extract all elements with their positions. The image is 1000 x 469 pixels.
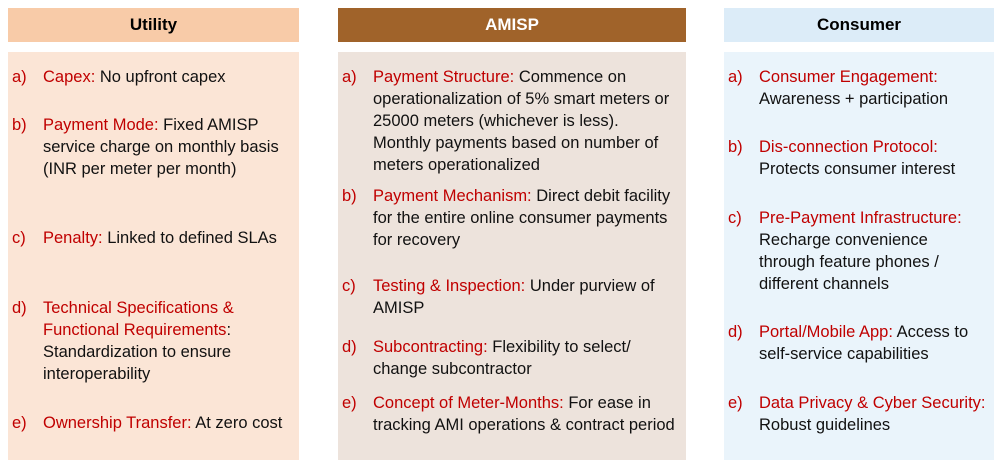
- item-text: No upfront capex: [95, 68, 226, 86]
- amisp-header: AMISP: [338, 8, 686, 42]
- item-key: Payment Mechanism:: [373, 187, 532, 205]
- consumer-item-data-privacy: e) Data Privacy & Cyber Security: Robust…: [724, 392, 994, 436]
- amisp-item-subcontracting: d) Subcontracting: Flexibility to select…: [338, 336, 686, 380]
- item-key: Testing & Inspection:: [373, 277, 526, 295]
- item-key: Consumer Engagement:: [759, 68, 938, 86]
- item-key: Payment Structure:: [373, 68, 515, 86]
- item-text: Protects consumer interest: [759, 160, 956, 178]
- utility-item-technical-specifications: d) Technical Specifications & Functional…: [8, 297, 299, 385]
- amisp-column: AMISP a) Payment Structure: Commence on …: [338, 8, 686, 460]
- item-marker: b): [728, 138, 743, 156]
- utility-header: Utility: [8, 8, 299, 42]
- item-text: : Standardization to ensure interoperabi…: [43, 321, 232, 383]
- item-key: Pre-Payment Infrastructure:: [759, 209, 962, 227]
- item-key: Dis-connection Protocol:: [759, 138, 938, 156]
- consumer-body: a) Consumer Engagement: Awareness + part…: [724, 52, 994, 460]
- item-key: Capex:: [43, 68, 96, 86]
- item-text: Linked to defined SLAs: [102, 229, 277, 247]
- item-marker: d): [342, 338, 357, 356]
- item-text: Recharge convenience through feature pho…: [759, 231, 939, 293]
- consumer-header: Consumer: [724, 8, 994, 42]
- consumer-column: Consumer a) Consumer Engagement: Awarene…: [724, 8, 994, 460]
- item-marker: c): [728, 209, 742, 227]
- item-key: Portal/Mobile App:: [759, 323, 893, 341]
- item-marker: d): [12, 299, 27, 317]
- item-text: Access to self-service capabilities: [759, 323, 969, 363]
- amisp-item-payment-mechanism: b) Payment Mechanism: Direct debit facil…: [338, 185, 686, 251]
- item-text: For ease in tracking AMI operations & co…: [373, 394, 675, 434]
- utility-item-payment-mode: b) Payment Mode: Fixed AMISP service cha…: [8, 114, 299, 180]
- utility-item-ownership-transfer: e) Ownership Transfer: At zero cost: [8, 412, 299, 434]
- item-key: Ownership Transfer:: [43, 414, 192, 432]
- item-marker: c): [12, 229, 26, 247]
- item-key: Technical Specifications & Functional Re…: [43, 299, 234, 339]
- item-marker: d): [728, 323, 743, 341]
- item-text: Commence on operationalization of 5% sma…: [373, 68, 670, 174]
- item-marker: e): [728, 394, 743, 412]
- item-marker: b): [12, 116, 27, 134]
- amisp-body: a) Payment Structure: Commence on operat…: [338, 52, 686, 460]
- amisp-item-meter-months: e) Concept of Meter-Months: For ease in …: [338, 392, 686, 436]
- item-text: Robust guidelines: [759, 416, 891, 434]
- utility-item-penalty: c) Penalty: Linked to defined SLAs: [8, 227, 299, 249]
- item-marker: a): [342, 68, 357, 86]
- utility-body: a) Capex: No upfront capex b) Payment Mo…: [8, 52, 299, 460]
- item-key: Data Privacy & Cyber Security:: [759, 394, 986, 412]
- item-marker: a): [12, 68, 27, 86]
- item-marker: c): [342, 277, 356, 295]
- item-text: Under purview of AMISP: [373, 277, 655, 317]
- consumer-item-portal-app: d) Portal/Mobile App: Access to self-ser…: [724, 321, 994, 365]
- item-key: Penalty:: [43, 229, 103, 247]
- item-text: Direct debit facility for the entire onl…: [373, 187, 671, 249]
- item-text: Awareness + participation: [759, 90, 949, 108]
- item-text: Fixed AMISP service charge on monthly ba…: [43, 116, 279, 178]
- item-key: Payment Mode:: [43, 116, 159, 134]
- consumer-item-prepayment: c) Pre-Payment Infrastructure: Recharge …: [724, 207, 994, 295]
- amisp-item-testing-inspection: c) Testing & Inspection: Under purview o…: [338, 275, 686, 319]
- consumer-item-disconnection: b) Dis-connection Protocol: Protects con…: [724, 136, 994, 180]
- item-marker: b): [342, 187, 357, 205]
- item-marker: e): [342, 394, 357, 412]
- item-key: Concept of Meter-Months:: [373, 394, 564, 412]
- amisp-item-payment-structure: a) Payment Structure: Commence on operat…: [338, 66, 686, 176]
- consumer-item-engagement: a) Consumer Engagement: Awareness + part…: [724, 66, 994, 110]
- item-key: Subcontracting:: [373, 338, 488, 356]
- item-text: Flexibility to select/ change subcontrac…: [373, 338, 631, 378]
- item-text: At zero cost: [191, 414, 283, 432]
- item-marker: e): [12, 414, 27, 432]
- utility-item-capex: a) Capex: No upfront capex: [8, 66, 299, 88]
- item-marker: a): [728, 68, 743, 86]
- utility-column: Utility a) Capex: No upfront capex b) Pa…: [8, 8, 299, 460]
